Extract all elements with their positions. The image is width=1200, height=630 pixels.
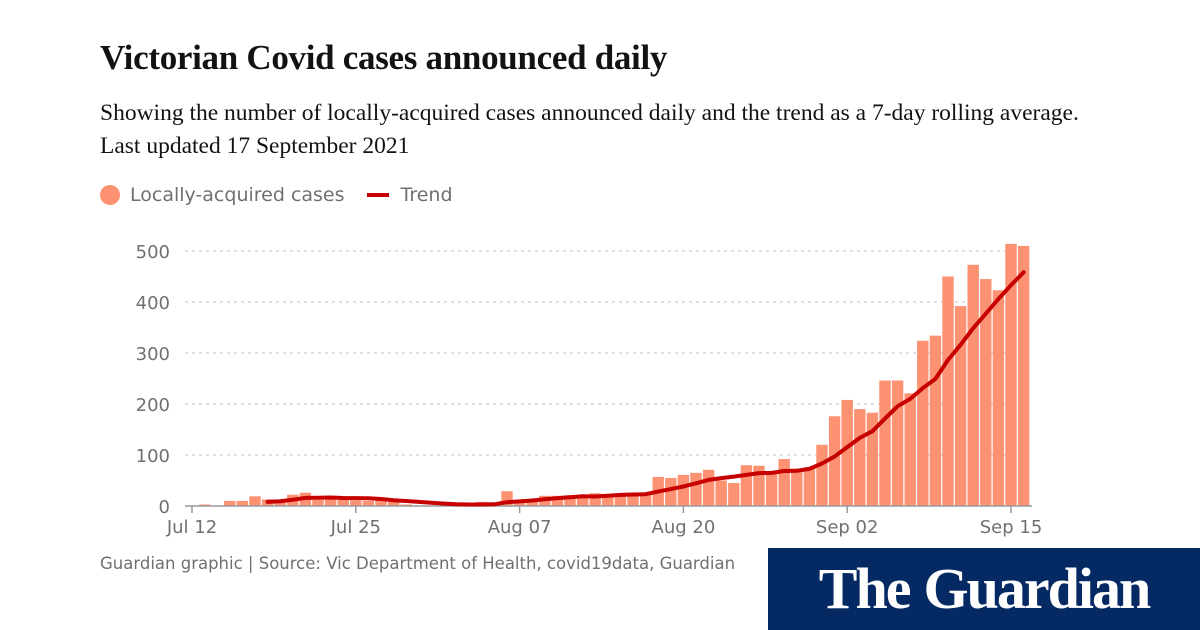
bar — [400, 504, 412, 506]
bar — [1005, 243, 1017, 507]
bar — [501, 491, 513, 506]
bar — [324, 498, 337, 506]
bar — [967, 264, 979, 506]
bar — [614, 493, 627, 506]
legend: Locally-acquired cases Trend — [100, 184, 453, 206]
bar — [249, 496, 261, 506]
bar — [917, 340, 929, 506]
bar — [350, 500, 362, 506]
bar — [891, 380, 904, 506]
x-tick-label: Sep 02 — [816, 517, 879, 538]
logo-line2: Guardian — [923, 556, 1151, 621]
bar — [702, 469, 715, 506]
guardian-logo: The Guardian — [768, 548, 1200, 630]
bar — [677, 474, 690, 506]
y-tick-label: 100 — [136, 446, 170, 467]
bar — [690, 472, 702, 506]
bar — [715, 480, 727, 506]
bar — [841, 399, 853, 506]
legend-bar-swatch — [100, 185, 120, 205]
bar — [627, 493, 639, 506]
bar — [337, 499, 349, 506]
bar — [362, 500, 375, 506]
legend-line-label: Trend — [400, 184, 453, 206]
bar — [753, 465, 765, 506]
bar — [639, 493, 652, 506]
bar — [576, 495, 589, 506]
y-tick-label: 500 — [136, 242, 170, 263]
bar — [375, 500, 387, 506]
bar — [828, 416, 841, 506]
chart-subtitle: Showing the number of locally-acquired c… — [100, 100, 1079, 159]
bar — [312, 499, 324, 506]
x-tick-label: Jul 25 — [330, 517, 381, 538]
bar — [866, 412, 879, 506]
chart-title: Victorian Covid cases announced daily — [100, 38, 668, 77]
y-tick-label: 400 — [136, 293, 170, 314]
y-tick-label: 0 — [159, 497, 170, 518]
bar — [198, 504, 211, 506]
legend-line-swatch — [366, 193, 389, 197]
bar — [803, 467, 816, 506]
bar — [980, 279, 992, 506]
bar — [879, 380, 891, 506]
y-tick-label: 200 — [136, 395, 170, 416]
bar — [564, 495, 576, 506]
bar — [791, 468, 803, 506]
x-tick-label: Jul 12 — [166, 517, 217, 538]
bar — [1017, 245, 1030, 506]
bar — [954, 306, 967, 506]
bar — [224, 500, 236, 506]
bar — [728, 483, 740, 506]
bar — [904, 393, 916, 506]
x-tick-label: Aug 07 — [488, 517, 552, 538]
bar — [942, 276, 954, 506]
bar — [929, 335, 942, 506]
trend-line — [265, 270, 1026, 507]
bar — [589, 493, 601, 506]
bar — [816, 444, 828, 506]
logo-line1: The — [818, 556, 912, 621]
bar — [778, 459, 790, 506]
bar — [765, 473, 778, 506]
bar — [551, 495, 564, 506]
bar — [602, 494, 614, 506]
bar — [236, 500, 249, 506]
bar — [665, 477, 677, 506]
bar — [854, 409, 866, 506]
bar — [526, 499, 538, 506]
bar — [992, 290, 1005, 506]
legend-bar-label: Locally-acquired cases — [130, 184, 345, 206]
source-note: Guardian graphic | Source: Vic Departmen… — [100, 554, 736, 573]
x-tick-label: Aug 20 — [652, 517, 716, 538]
y-tick-label: 300 — [136, 344, 170, 365]
bar — [740, 465, 753, 506]
bar — [387, 501, 400, 506]
x-tick-label: Sep 15 — [980, 517, 1043, 538]
